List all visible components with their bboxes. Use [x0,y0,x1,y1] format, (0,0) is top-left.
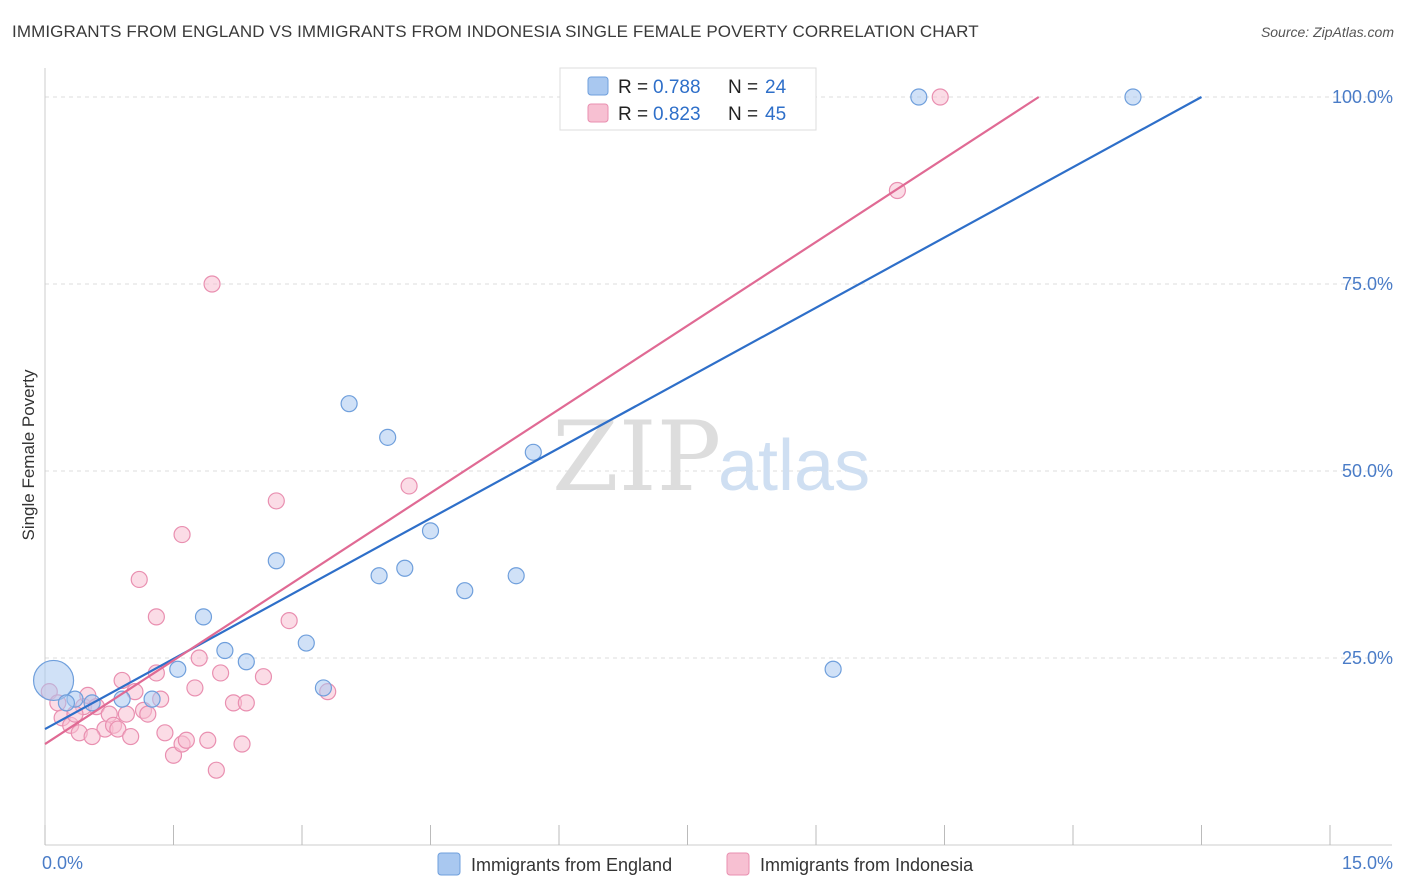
indonesia-point [83,727,101,746]
y-tick-label: 100.0% [1332,87,1393,107]
indonesia-point [931,88,949,106]
series-england-points [32,88,1142,712]
bottom-legend-swatch-indonesia [726,852,750,876]
chart-source: Source: ZipAtlas.com [1260,24,1394,40]
england-point [194,608,213,626]
indonesia-point [109,720,127,738]
indonesia-point [139,705,157,723]
indonesia-trend-line [44,96,1040,745]
england-point [910,88,928,106]
indonesia-point [267,492,285,510]
england-point [1124,88,1142,106]
indonesia-point [237,694,255,712]
indonesia-point [400,477,418,495]
legend-n-label-indonesia: N = [728,104,758,125]
x-tick-label: 0.0% [42,853,83,873]
indonesia-point [190,649,208,667]
england-point [524,443,542,461]
england-trend-line [44,96,1203,731]
england-point [824,660,842,678]
england-point [456,582,474,600]
england-point [169,660,187,678]
legend: R = 0.788 N = 24 R = 0.823 N = 45 [559,67,817,131]
legend-r-label-england: R = [618,77,648,98]
england-point [143,690,161,708]
england-point [396,559,414,577]
england-point [32,659,75,702]
axes [44,68,1392,846]
indonesia-point [233,735,251,753]
legend-swatch-indonesia [587,103,609,123]
indonesia-point [199,731,217,749]
legend-r-value-indonesia: 0.823 [653,104,701,125]
legend-n-value-indonesia: 45 [765,104,786,125]
legend-r-value-england: 0.788 [653,77,701,98]
legend-r-label-indonesia: R = [618,104,648,125]
england-point [370,567,388,585]
indonesia-point [207,761,225,779]
indonesia-point [280,611,298,630]
indonesia-point [254,668,273,686]
y-axis-label: Single Female Poverty [19,369,38,541]
legend-n-label-england: N = [728,77,758,98]
x-tick-label: 15.0% [1342,853,1393,873]
england-point [340,395,358,413]
england-point [237,653,255,671]
england-point [314,679,333,697]
england-point [379,428,397,446]
watermark-zip: ZIP [552,401,721,513]
bottom-legend: Immigrants from England Immigrants from … [437,852,974,876]
indonesia-point [212,664,230,682]
indonesia-point [186,679,204,697]
y-tick-label: 50.0% [1342,461,1393,481]
indonesia-point [156,724,174,742]
bottom-legend-label-england: Immigrants from England [471,855,672,875]
bottom-legend-label-indonesia: Immigrants from Indonesia [760,855,974,875]
legend-n-value-england: 24 [765,77,787,98]
x-tick-labels: 0.0% 15.0% [42,853,1393,873]
y-tick-label: 75.0% [1342,274,1393,294]
indonesia-point [122,727,140,746]
indonesia-point [203,275,221,293]
indonesia-point [173,525,191,544]
legend-swatch-england [587,76,609,96]
england-point [297,634,315,652]
y-tick-label: 25.0% [1342,648,1393,668]
bottom-legend-swatch-england [437,852,461,876]
indonesia-point [117,705,135,723]
trend-lines [44,96,1203,745]
indonesia-point [130,570,148,589]
england-point [421,522,440,540]
england-point [216,641,234,660]
grid-lines [45,96,1392,659]
chart-title: IMMIGRANTS FROM ENGLAND VS IMMIGRANTS FR… [12,22,979,41]
england-point [57,694,76,712]
indonesia-point [147,608,165,626]
england-point [507,567,525,585]
watermark-atlas: atlas [718,426,870,506]
england-point [267,552,285,570]
y-tick-labels: 25.0% 50.0% 75.0% 100.0% [1332,87,1393,668]
indonesia-point [177,731,195,749]
